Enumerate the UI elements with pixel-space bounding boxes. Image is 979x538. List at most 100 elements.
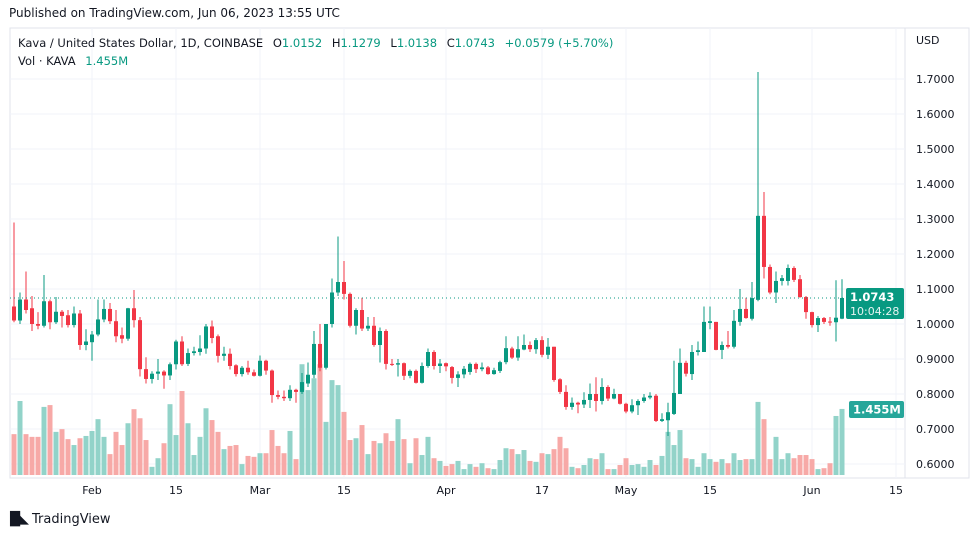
volume-bar bbox=[119, 445, 125, 475]
candle bbox=[270, 369, 274, 403]
volume-bar bbox=[833, 415, 839, 475]
volume-bar bbox=[389, 440, 395, 475]
candle-body bbox=[324, 324, 328, 368]
volume-bar bbox=[29, 436, 35, 475]
volume-bar bbox=[365, 454, 371, 475]
candle bbox=[678, 348, 682, 394]
tradingview-logo[interactable]: █◣ TradingView bbox=[10, 512, 111, 527]
volume-bar bbox=[371, 440, 377, 475]
price-tick-label: 1.4000 bbox=[916, 178, 955, 191]
volume-bar bbox=[317, 364, 323, 475]
volume-bar bbox=[683, 458, 689, 475]
candle-body bbox=[474, 363, 478, 370]
candle bbox=[654, 394, 658, 422]
volume-bar bbox=[497, 460, 503, 475]
candle-body bbox=[732, 320, 736, 347]
candle-body bbox=[684, 362, 688, 374]
symbol-title[interactable]: Kava / United States Dollar, 1D, COINBAS… bbox=[18, 36, 264, 50]
candle-body bbox=[96, 319, 100, 335]
candle bbox=[558, 378, 562, 394]
candle-body bbox=[702, 321, 706, 352]
candle-body bbox=[54, 311, 58, 323]
volume-bar bbox=[161, 443, 167, 475]
bar-countdown: 10:04:28 bbox=[850, 305, 899, 318]
time-tick-label: 15 bbox=[169, 484, 183, 497]
candle-body bbox=[270, 370, 274, 396]
candle bbox=[774, 271, 778, 303]
candle bbox=[642, 394, 646, 403]
tradingview-logo-text: TradingView bbox=[32, 512, 111, 527]
candle-body bbox=[756, 215, 760, 300]
volume-bar bbox=[449, 464, 455, 475]
volume-bar bbox=[575, 468, 581, 475]
candle-body bbox=[438, 363, 442, 366]
candle-body bbox=[402, 363, 406, 376]
candle-body bbox=[162, 371, 166, 376]
candle-body bbox=[348, 293, 352, 326]
candle bbox=[594, 377, 598, 412]
candle bbox=[588, 383, 592, 408]
volume-bar bbox=[617, 465, 623, 475]
candle bbox=[234, 364, 238, 377]
candle bbox=[828, 317, 832, 326]
candle bbox=[810, 311, 814, 328]
candle-series bbox=[12, 72, 844, 436]
candle-body bbox=[510, 348, 514, 358]
volume-bar bbox=[815, 469, 821, 475]
candle-body bbox=[90, 334, 94, 343]
candle bbox=[42, 275, 46, 328]
volume-bar bbox=[221, 449, 227, 475]
candle bbox=[288, 385, 292, 401]
candle-body bbox=[342, 282, 346, 294]
candle bbox=[726, 331, 730, 349]
candle bbox=[402, 362, 406, 380]
candle bbox=[204, 324, 208, 354]
candle-body bbox=[36, 324, 40, 326]
last-volume-value: 1.455M bbox=[853, 402, 901, 416]
candle-body bbox=[780, 278, 784, 281]
volume-bar bbox=[347, 440, 353, 475]
volume-bar bbox=[269, 430, 275, 475]
candle bbox=[360, 297, 364, 331]
candle bbox=[252, 369, 256, 377]
candle-body bbox=[576, 402, 580, 405]
candle-body bbox=[228, 353, 232, 366]
candle bbox=[264, 359, 268, 375]
candle bbox=[786, 264, 790, 286]
candle-body bbox=[198, 348, 202, 352]
candle bbox=[552, 346, 556, 382]
volume-bar bbox=[653, 465, 659, 475]
volume-bar bbox=[725, 463, 731, 475]
candle-body bbox=[180, 341, 184, 365]
volume-bar bbox=[551, 449, 557, 475]
candle bbox=[636, 399, 640, 415]
volume-bar bbox=[731, 453, 737, 475]
candle bbox=[762, 192, 766, 279]
candle bbox=[684, 360, 688, 377]
candle bbox=[120, 327, 124, 344]
currency-label[interactable]: USD bbox=[916, 34, 940, 47]
candle bbox=[564, 385, 568, 410]
candle-body bbox=[564, 391, 568, 407]
volume-bar bbox=[299, 364, 305, 475]
volume-bar bbox=[593, 459, 599, 475]
volume-bar bbox=[539, 453, 545, 475]
volume-bar bbox=[65, 439, 71, 475]
candle bbox=[126, 307, 130, 341]
candle bbox=[822, 317, 826, 324]
volume-bar bbox=[179, 391, 185, 475]
volume-bar bbox=[761, 419, 767, 475]
last-volume-badge: 1.455M bbox=[849, 400, 904, 418]
candle-body bbox=[504, 348, 508, 363]
candle-body bbox=[276, 395, 280, 397]
price-tick-label: 0.9000 bbox=[916, 353, 955, 366]
volume-bar bbox=[419, 455, 425, 475]
candle-body bbox=[390, 363, 394, 365]
volume-bar bbox=[563, 448, 569, 475]
volume-bar bbox=[641, 466, 647, 475]
volume-label: Vol · KAVA bbox=[18, 54, 76, 68]
volume-bar bbox=[41, 406, 47, 475]
candle bbox=[186, 348, 190, 366]
